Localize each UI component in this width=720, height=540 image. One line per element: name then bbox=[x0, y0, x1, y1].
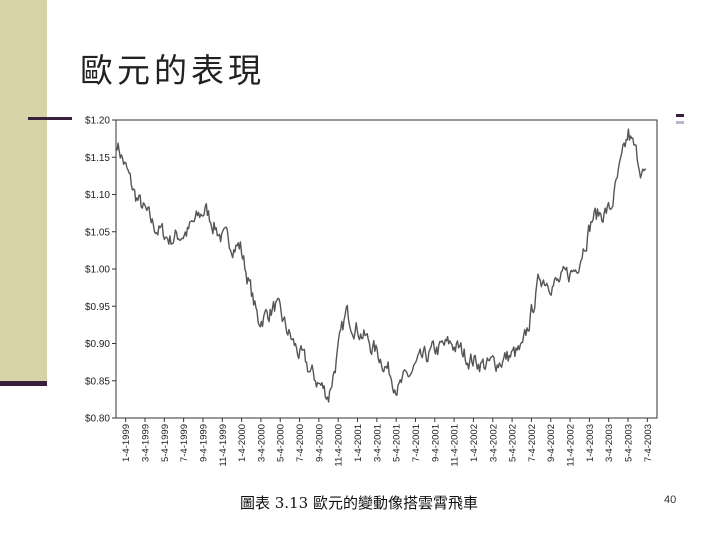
left-decorative-band bbox=[0, 0, 47, 386]
x-tick-label: 7-4-2000 bbox=[295, 424, 306, 462]
x-tick-label: 11-4-2000 bbox=[334, 424, 345, 467]
x-tick-label: 1-4-2002 bbox=[469, 424, 480, 462]
x-tick-label: 3-4-2002 bbox=[488, 424, 499, 462]
euro-line-chart: $1.20 $1.15 $1.10 $1.05 $1.00 $0.95 $0.90 $0.85… bbox=[72, 108, 676, 486]
x-tick-label: 3-4-2001 bbox=[372, 424, 383, 462]
x-tick-label: 7-4-1999 bbox=[179, 424, 190, 462]
chart-background bbox=[72, 108, 676, 486]
x-tick-label: 5-4-1999 bbox=[160, 424, 171, 462]
x-tick-label: 11-4-2002 bbox=[566, 424, 577, 467]
caption-prefix: 圖表 3.13 bbox=[240, 494, 309, 512]
x-tick-label: 5-4-2002 bbox=[508, 424, 519, 462]
x-tick-label: 3-4-2003 bbox=[604, 424, 615, 462]
x-tick-label: 11-4-1999 bbox=[218, 424, 229, 467]
x-tick-label: 3-4-1999 bbox=[140, 424, 151, 462]
x-tick-label: 1-4-2000 bbox=[237, 424, 248, 462]
x-tick-label: 1-4-1999 bbox=[121, 424, 132, 462]
euro-rate-line bbox=[116, 128, 647, 403]
x-tick-label: 5-4-2001 bbox=[392, 424, 403, 462]
y-tick-label: $1.20 bbox=[85, 116, 110, 127]
x-tick-label: 1-4-2003 bbox=[585, 424, 596, 462]
left-accent-bar bbox=[0, 381, 47, 386]
y-tick-label: $0.80 bbox=[85, 414, 110, 425]
y-tick-label: $1.10 bbox=[85, 190, 110, 201]
x-tick-label: 1-4-2001 bbox=[353, 424, 364, 462]
slide-title: 歐元的表現 bbox=[80, 51, 265, 90]
x-tick-label: 3-4-2000 bbox=[256, 424, 267, 462]
x-tick-label: 9-4-2000 bbox=[314, 424, 325, 462]
caption-text: 歐元的變動像搭雲霄飛車 bbox=[312, 494, 478, 512]
y-tick-label: $0.90 bbox=[85, 339, 110, 350]
x-tick-label: 7-4-2001 bbox=[411, 424, 422, 462]
x-tick-label: 7-4-2003 bbox=[643, 424, 654, 462]
x-tick-label: 11-4-2001 bbox=[450, 424, 461, 467]
chart-caption: 圖表 3.13 歐元的變動像搭雲霄飛車 bbox=[240, 492, 478, 513]
x-tick-label: 7-4-2002 bbox=[527, 424, 538, 462]
y-axis: $1.20 $1.15 $1.10 $1.05 $1.00 $0.95 $0.90 $0.85… bbox=[85, 116, 116, 425]
y-tick-label: $1.05 bbox=[85, 227, 110, 238]
x-tick-label: 9-4-2001 bbox=[430, 424, 441, 462]
y-tick-label: $0.85 bbox=[85, 376, 110, 387]
x-tick-label: 9-4-2002 bbox=[546, 424, 557, 462]
x-axis: 1-4-1999 3-4-1999 5-4-1999 7-4-1999 9-4-1999… bbox=[121, 418, 654, 467]
page-number: 40 bbox=[664, 494, 677, 506]
x-tick-label: 5-4-2000 bbox=[276, 424, 287, 462]
x-tick-label: 9-4-1999 bbox=[198, 424, 209, 462]
y-tick-label: $1.00 bbox=[85, 265, 110, 276]
title-rule bbox=[28, 117, 78, 120]
x-tick-label: 5-4-2003 bbox=[624, 424, 635, 462]
y-tick-label: $0.95 bbox=[85, 302, 110, 313]
y-tick-label: $1.15 bbox=[85, 153, 110, 164]
